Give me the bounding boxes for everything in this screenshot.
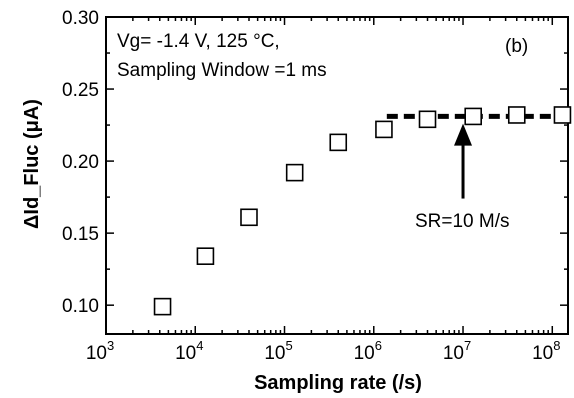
condition-line-1: Vg= -1.4 V, 125 °C,	[117, 31, 280, 52]
arrow-label: SR=10 M/s	[415, 211, 510, 232]
x-tick-label: 103	[86, 338, 114, 364]
y-axis-ticks: 0.10 0.15 0.20 0.25 0.30	[62, 8, 568, 317]
data-point	[196, 247, 215, 265]
x-tick-label: 105	[264, 338, 292, 364]
y-tick-label: 0.10	[62, 296, 99, 317]
data-point	[285, 163, 304, 182]
arrow-head	[454, 123, 473, 146]
plot-frame	[105, 16, 569, 335]
condition-line-2: Sampling Window =1 ms	[117, 60, 327, 81]
data-points	[153, 106, 572, 316]
y-axis-title: ΔId_Fluc (μA)	[21, 99, 43, 229]
x-axis-title: Sampling rate (/s)	[254, 372, 422, 394]
data-point	[553, 106, 572, 124]
panel-label: (b)	[505, 36, 528, 57]
data-point	[507, 106, 526, 124]
x-tick-label: 107	[443, 338, 471, 364]
x-tick-label: 108	[532, 338, 560, 364]
y-tick-label: 0.15	[62, 224, 99, 245]
data-point	[329, 133, 348, 152]
y-tick-label: 0.25	[62, 80, 99, 101]
y-tick-label: 0.30	[62, 8, 99, 29]
data-point	[153, 297, 172, 316]
data-point	[418, 110, 437, 129]
x-tick-label: 104	[175, 338, 203, 364]
y-tick-label: 0.20	[62, 152, 99, 173]
data-point	[375, 120, 393, 139]
data-point	[464, 107, 482, 126]
x-tick-label: 106	[354, 338, 382, 364]
data-point	[240, 208, 258, 227]
